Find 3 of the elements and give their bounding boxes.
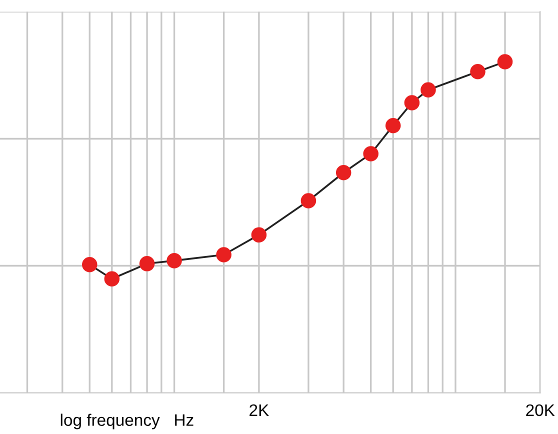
x-tick-label: 20K	[526, 404, 555, 416]
x-tick-label: 2K	[250, 404, 269, 416]
x-axis-title: log frequency Hz	[60, 414, 194, 430]
